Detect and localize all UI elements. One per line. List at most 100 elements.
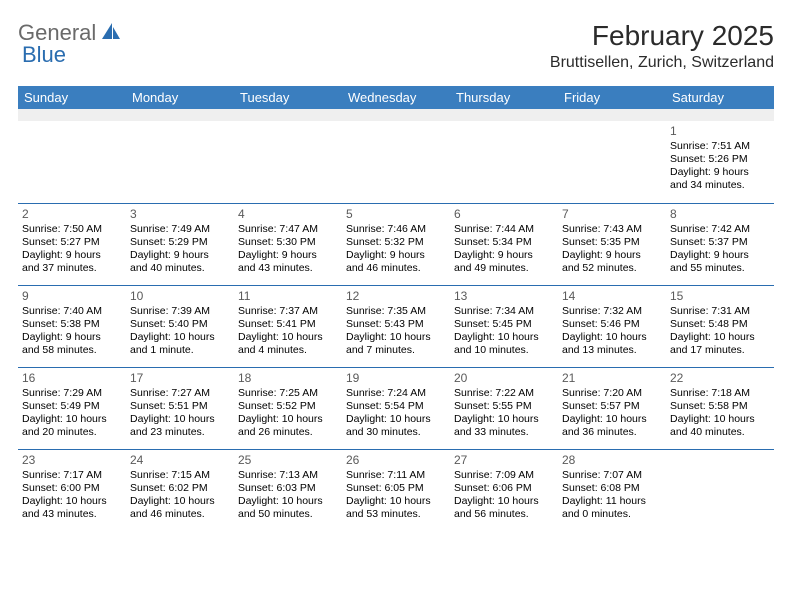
calendar-cell	[342, 121, 450, 203]
day-number: 7	[562, 207, 662, 222]
cell-day2: and 4 minutes.	[238, 344, 338, 357]
cell-day2: and 10 minutes.	[454, 344, 554, 357]
cell-day2: and 46 minutes.	[346, 262, 446, 275]
cell-day1: Daylight: 10 hours	[562, 413, 662, 426]
cell-day1: Daylight: 10 hours	[238, 331, 338, 344]
weekday-header: Monday	[126, 86, 234, 109]
cell-day1: Daylight: 9 hours	[454, 249, 554, 262]
cell-sunset: Sunset: 5:40 PM	[130, 318, 230, 331]
cell-sunset: Sunset: 5:38 PM	[22, 318, 122, 331]
cell-sunset: Sunset: 5:49 PM	[22, 400, 122, 413]
calendar-cell: 5Sunrise: 7:46 AMSunset: 5:32 PMDaylight…	[342, 203, 450, 285]
cell-sunrise: Sunrise: 7:40 AM	[22, 305, 122, 318]
blank-row	[18, 109, 774, 121]
calendar-cell: 7Sunrise: 7:43 AMSunset: 5:35 PMDaylight…	[558, 203, 666, 285]
cell-day1: Daylight: 10 hours	[346, 331, 446, 344]
calendar-cell: 19Sunrise: 7:24 AMSunset: 5:54 PMDayligh…	[342, 367, 450, 449]
cell-sunset: Sunset: 5:29 PM	[130, 236, 230, 249]
cell-sunset: Sunset: 5:52 PM	[238, 400, 338, 413]
calendar-week-row: 2Sunrise: 7:50 AMSunset: 5:27 PMDaylight…	[18, 203, 774, 285]
cell-sunrise: Sunrise: 7:50 AM	[22, 223, 122, 236]
cell-sunset: Sunset: 5:54 PM	[346, 400, 446, 413]
cell-day1: Daylight: 10 hours	[238, 413, 338, 426]
calendar-cell: 25Sunrise: 7:13 AMSunset: 6:03 PMDayligh…	[234, 449, 342, 531]
cell-sunrise: Sunrise: 7:22 AM	[454, 387, 554, 400]
cell-day2: and 49 minutes.	[454, 262, 554, 275]
cell-sunset: Sunset: 5:41 PM	[238, 318, 338, 331]
title-block: February 2025 Bruttisellen, Zurich, Swit…	[550, 20, 774, 72]
cell-sunrise: Sunrise: 7:43 AM	[562, 223, 662, 236]
month-title: February 2025	[550, 20, 774, 52]
cell-sunrise: Sunrise: 7:09 AM	[454, 469, 554, 482]
cell-day2: and 58 minutes.	[22, 344, 122, 357]
cell-sunset: Sunset: 5:45 PM	[454, 318, 554, 331]
cell-day2: and 20 minutes.	[22, 426, 122, 439]
calendar-table: Sunday Monday Tuesday Wednesday Thursday…	[18, 86, 774, 531]
cell-sunrise: Sunrise: 7:24 AM	[346, 387, 446, 400]
cell-sunset: Sunset: 5:37 PM	[670, 236, 770, 249]
cell-sunrise: Sunrise: 7:11 AM	[346, 469, 446, 482]
cell-sunset: Sunset: 5:55 PM	[454, 400, 554, 413]
cell-day2: and 50 minutes.	[238, 508, 338, 521]
calendar-cell: 2Sunrise: 7:50 AMSunset: 5:27 PMDaylight…	[18, 203, 126, 285]
day-number: 3	[130, 207, 230, 222]
cell-sunrise: Sunrise: 7:44 AM	[454, 223, 554, 236]
cell-day2: and 37 minutes.	[22, 262, 122, 275]
day-number: 18	[238, 371, 338, 386]
day-number: 26	[346, 453, 446, 468]
day-number: 12	[346, 289, 446, 304]
calendar-cell: 15Sunrise: 7:31 AMSunset: 5:48 PMDayligh…	[666, 285, 774, 367]
day-number: 28	[562, 453, 662, 468]
day-number: 19	[346, 371, 446, 386]
cell-sunset: Sunset: 6:00 PM	[22, 482, 122, 495]
cell-sunrise: Sunrise: 7:29 AM	[22, 387, 122, 400]
day-number: 27	[454, 453, 554, 468]
cell-day2: and 23 minutes.	[130, 426, 230, 439]
cell-sunset: Sunset: 6:06 PM	[454, 482, 554, 495]
cell-day2: and 1 minute.	[130, 344, 230, 357]
cell-sunset: Sunset: 5:32 PM	[346, 236, 446, 249]
day-number: 4	[238, 207, 338, 222]
calendar-week-row: 9Sunrise: 7:40 AMSunset: 5:38 PMDaylight…	[18, 285, 774, 367]
calendar-cell: 22Sunrise: 7:18 AMSunset: 5:58 PMDayligh…	[666, 367, 774, 449]
cell-day2: and 53 minutes.	[346, 508, 446, 521]
cell-day1: Daylight: 9 hours	[670, 249, 770, 262]
day-number: 2	[22, 207, 122, 222]
cell-day1: Daylight: 10 hours	[670, 331, 770, 344]
cell-day1: Daylight: 10 hours	[562, 331, 662, 344]
cell-day2: and 43 minutes.	[238, 262, 338, 275]
calendar-cell: 13Sunrise: 7:34 AMSunset: 5:45 PMDayligh…	[450, 285, 558, 367]
header: General February 2025 Bruttisellen, Zuri…	[18, 20, 774, 72]
day-number: 8	[670, 207, 770, 222]
calendar-cell: 3Sunrise: 7:49 AMSunset: 5:29 PMDaylight…	[126, 203, 234, 285]
cell-sunrise: Sunrise: 7:27 AM	[130, 387, 230, 400]
calendar-cell: 9Sunrise: 7:40 AMSunset: 5:38 PMDaylight…	[18, 285, 126, 367]
cell-sunset: Sunset: 5:35 PM	[562, 236, 662, 249]
calendar-cell: 12Sunrise: 7:35 AMSunset: 5:43 PMDayligh…	[342, 285, 450, 367]
cell-day1: Daylight: 9 hours	[238, 249, 338, 262]
cell-day2: and 34 minutes.	[670, 179, 770, 192]
cell-sunrise: Sunrise: 7:35 AM	[346, 305, 446, 318]
cell-sunrise: Sunrise: 7:31 AM	[670, 305, 770, 318]
calendar-cell: 26Sunrise: 7:11 AMSunset: 6:05 PMDayligh…	[342, 449, 450, 531]
cell-day2: and 55 minutes.	[670, 262, 770, 275]
day-number: 20	[454, 371, 554, 386]
cell-sunrise: Sunrise: 7:49 AM	[130, 223, 230, 236]
day-number: 24	[130, 453, 230, 468]
cell-day1: Daylight: 10 hours	[22, 495, 122, 508]
logo-text-blue: Blue	[22, 42, 66, 67]
cell-sunset: Sunset: 6:08 PM	[562, 482, 662, 495]
calendar-week-row: 23Sunrise: 7:17 AMSunset: 6:00 PMDayligh…	[18, 449, 774, 531]
weekday-header-row: Sunday Monday Tuesday Wednesday Thursday…	[18, 86, 774, 109]
cell-sunrise: Sunrise: 7:42 AM	[670, 223, 770, 236]
weekday-header: Saturday	[666, 86, 774, 109]
cell-day1: Daylight: 10 hours	[22, 413, 122, 426]
cell-sunset: Sunset: 5:30 PM	[238, 236, 338, 249]
cell-day1: Daylight: 10 hours	[454, 495, 554, 508]
cell-sunset: Sunset: 5:46 PM	[562, 318, 662, 331]
cell-day1: Daylight: 10 hours	[130, 495, 230, 508]
logo-sail-icon	[100, 21, 122, 46]
weekday-header: Sunday	[18, 86, 126, 109]
cell-sunrise: Sunrise: 7:46 AM	[346, 223, 446, 236]
cell-day1: Daylight: 9 hours	[130, 249, 230, 262]
